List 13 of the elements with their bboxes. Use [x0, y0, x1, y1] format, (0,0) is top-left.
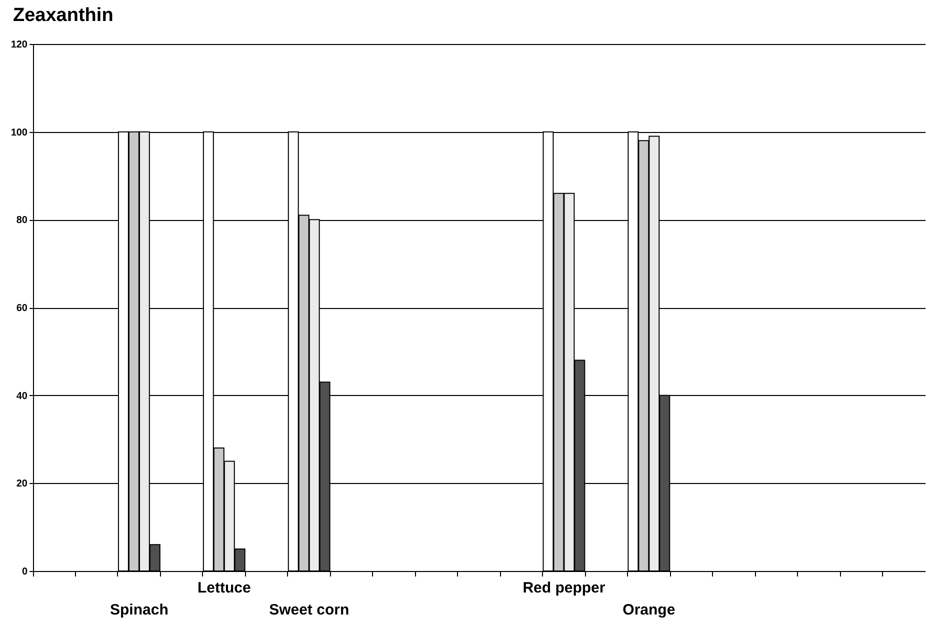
x-tick-label: Orange [622, 602, 676, 618]
y-tick-label: 120 [10, 40, 28, 50]
x-tick-label: Lettuce [197, 580, 251, 596]
chart-title: Zeaxanthin [13, 5, 114, 26]
y-tick-label: 20 [16, 478, 28, 490]
y-tick-label: 0 [22, 566, 28, 578]
x-tick-label: Sweet corn [269, 602, 350, 618]
y-tick-label: 60 [16, 303, 28, 314]
y-tick-label: 100 [10, 127, 28, 138]
y-tick-label: 80 [16, 215, 28, 226]
x-tick-label: Spinach [110, 602, 168, 618]
x-tick-label: Red pepper [522, 580, 606, 596]
y-tick-label: 40 [16, 390, 28, 402]
